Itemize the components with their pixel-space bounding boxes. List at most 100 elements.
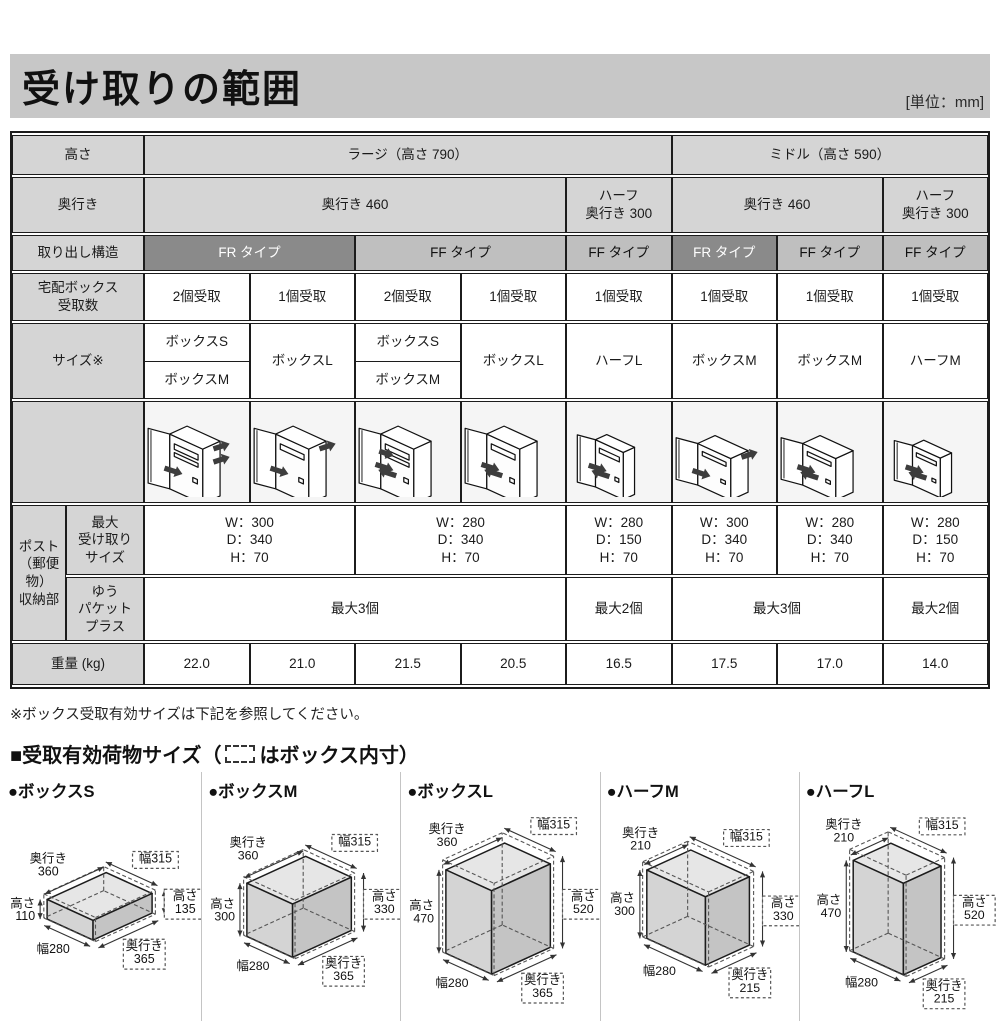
height-middle-cell: ミドル（高さ 590） [671,135,988,175]
delivery-box-illustration-icon [675,434,758,497]
count-cell: 1個受取 [249,273,355,321]
footnote: ※ボックス受取有効サイズは下記を参照してください。 [10,707,369,723]
box-illustration-cell [460,401,566,503]
diagram-panel-box-m: ●ボックスM 奥行き 360 高さ 300 幅280 幅315 高さ 330 奥行き 365 [201,772,401,1021]
section-header: ■受取有効荷物サイズ（ はボックス内寸） [10,739,990,768]
delivery-box-illustration-icon [464,425,538,497]
max-size-cell: W：280 D：150 H：70 [566,505,672,575]
svg-text:幅315: 幅315 [139,850,172,865]
max-size-cell: W：280 D：150 H：70 [882,505,988,575]
count-cell: 2個受取 [144,273,250,321]
weight-cell: 16.5 [566,643,672,685]
row-height: 高さ ラージ（高さ 790） ミドル（高さ 590） [12,135,988,175]
height-label-cell: 高さ [12,135,144,175]
svg-text:幅280: 幅280 [642,963,675,978]
count-label-cell: 宅配ボックス 受取数 [12,273,144,321]
yuu-label-cell: ゆう パケット プラス [66,577,144,641]
count-cell: 1個受取 [777,273,883,321]
weight-cell: 22.0 [144,643,250,685]
depth-cell: ハーフ 奥行き 300 [566,177,672,233]
svg-text:幅315: 幅315 [338,833,371,848]
svg-text:幅315: 幅315 [925,817,958,832]
diagram-panel-box-s: ●ボックスS 奥行き 360 高さ 110 幅280 幅315 高さ 135 奥行き 365 [2,772,202,1021]
section-header-before: ■受取有効荷物サイズ（ [10,745,222,767]
yuu-count-cell: 最大3個 [144,577,566,641]
delivery-box-illustration-icon [147,425,230,497]
diagram-title: ●ハーフL [805,783,875,801]
type-cell-fr: FR タイプ [144,235,355,271]
size-label-cell: サイズ※ [12,323,144,399]
depth-cell: 奥行き 460 [671,177,883,233]
unit-label: [単位：mm] [905,94,984,111]
delivery-box-illustration-icon [253,425,336,497]
row-weight: 重量 (kg) 22.0 21.0 21.5 20.5 16.5 17.5 17… [12,643,988,685]
size-cell: ハーフM [882,323,988,399]
weight-cell: 21.0 [249,643,355,685]
count-cell: 1個受取 [566,273,672,321]
inner-dimension-legend-icon [225,744,256,763]
max-size-cell: W：280 D：340 H：70 [777,505,883,575]
size-top: ボックスS [165,334,229,350]
diagram-title: ●ボックスS [8,783,95,801]
type-cell-ff: FF タイプ [566,235,672,271]
row-illustrations [12,401,988,503]
delivery-box-illustration-icon [780,434,854,497]
half-m-dimension-diagram: 奥行き 210 高さ 300 幅280 幅315 高さ 330 奥行き 215 [610,826,799,999]
row-size: サイズ※ ボックスS ボックスM ボックスL ボックスS ボックスM ボックスL… [12,323,988,399]
illustration-spacer-cell [12,401,144,503]
box-illustration-cell [355,401,461,503]
diagram-panel-half-m: ●ハーフM 奥行き 210 高さ 300 幅280 幅315 高さ 330 奥行き 215 [599,772,799,1021]
weight-cell: 20.5 [460,643,566,685]
count-cell: 1個受取 [882,273,988,321]
size-cell: ボックスM [671,323,777,399]
max-size-cell: W：300 D：340 H：70 [671,505,777,575]
box-illustration-cell [671,401,777,503]
size-cell-stacked: ボックスS ボックスM [355,323,461,399]
spec-table: 高さ ラージ（高さ 790） ミドル（高さ 590） 奥行き 奥行き 460 ハ… [10,131,990,689]
svg-text:幅315: 幅315 [538,817,571,832]
size-top: ボックスS [376,334,440,350]
type-cell-ff: FF タイプ [882,235,988,271]
depth-cell: ハーフ 奥行き 300 [882,177,988,233]
weight-cell: 17.0 [777,643,883,685]
half-l-dimension-diagram: 奥行き 210 高さ 470 幅280 幅315 高さ 520 奥行き 215 [816,817,996,1010]
count-cell: 2個受取 [355,273,461,321]
size-cell: ハーフL [566,323,672,399]
weight-cell: 21.5 [355,643,461,685]
row-count: 宅配ボックス 受取数 2個受取 1個受取 2個受取 1個受取 1個受取 1個受取… [12,273,988,321]
svg-text:幅280: 幅280 [237,958,270,973]
size-cell: ボックスL [460,323,566,399]
row-depth: 奥行き 奥行き 460 ハーフ 奥行き 300 奥行き 460 ハーフ 奥行き … [12,177,988,233]
box-s-dimension-diagram: 奥行き 360 高さ 110 幅280 幅315 高さ 135 奥行き 365 [10,850,202,970]
size-bottom: ボックスM [356,360,460,399]
row-post-max-size: ポスト （郵便物） 収納部 最大 受け取り サイズ W：300 D：340 H：… [12,505,988,641]
box-l-dimension-diagram: 奥行き 360 高さ 470 幅280 幅315 高さ 520 奥行き 365 [410,817,600,1004]
svg-text:幅315: 幅315 [729,828,762,843]
section-header-after: はボックス内寸） [259,745,419,767]
yuu-count-cell: 最大3個 [671,577,883,641]
size-diagrams: ●ボックスS 奥行き 360 高さ 110 幅280 幅315 高さ 135 奥行き 365 ●ボ… [2,772,998,1021]
post-section-label-cell: ポスト （郵便物） 収納部 [12,505,66,641]
diagram-title: ●ボックスL [407,783,493,801]
box-illustration-cell [144,401,250,503]
weight-cell: 14.0 [882,643,988,685]
svg-text:幅280: 幅280 [37,941,70,956]
depth-label-cell: 奥行き [12,177,144,233]
page-title: 受け取りの範囲 [22,69,303,111]
type-label-cell: 取り出し構造 [12,235,144,271]
